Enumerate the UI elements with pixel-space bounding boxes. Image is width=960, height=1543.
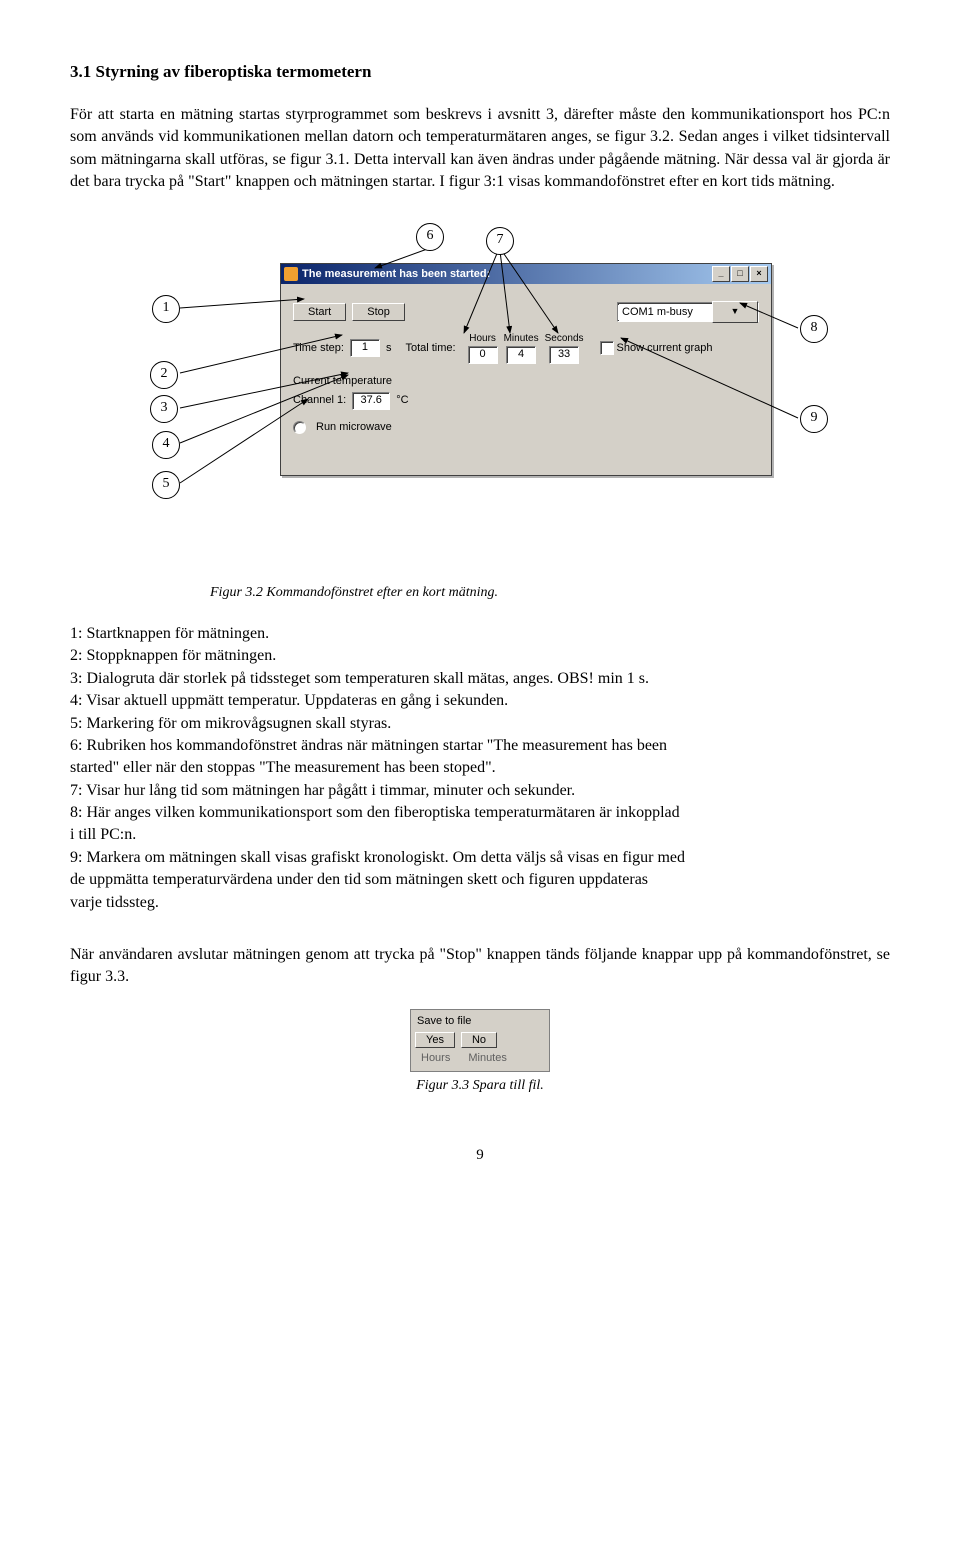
chevron-down-icon[interactable]: ▼ — [712, 301, 758, 323]
save-label: Save to file — [415, 1014, 545, 1029]
list-item: 5: Markering för om mikrovågsugnen skall… — [70, 713, 890, 735]
list-item: de uppmätta temperaturvärdena under den … — [70, 869, 890, 891]
minutes-label: Minutes — [504, 332, 539, 346]
figure-caption-1: Figur 3.2 Kommandofönstret efter en kort… — [210, 583, 890, 603]
save-hours-label: Hours — [421, 1051, 450, 1066]
runmicrowave-label: Run microwave — [316, 420, 392, 435]
app-window: The measurement has been started: _ □ × … — [280, 263, 772, 476]
start-button[interactable]: Start — [293, 303, 346, 321]
timestep-input[interactable]: 1 — [350, 339, 380, 357]
section-heading: 3.1 Styrning av fiberoptiska termometern — [70, 60, 890, 84]
list-item: 8: Här anges vilken kommunikationsport s… — [70, 802, 890, 824]
seconds-label: Seconds — [545, 332, 584, 346]
callout-7: 7 — [486, 227, 514, 255]
list-item: 4: Visar aktuell uppmätt temperatur. Upp… — [70, 690, 890, 712]
callout-8: 8 — [800, 315, 828, 343]
window-body: Start Stop COM1 m-busy ▼ Time step: 1 s … — [281, 284, 771, 475]
save-dialog: Save to file Yes No Hours Minutes — [410, 1009, 550, 1072]
comport-value: COM1 m-busy — [618, 305, 712, 320]
list-item: varje tidssteg. — [70, 892, 890, 914]
callout-1: 1 — [152, 295, 180, 323]
legend-list: 1: Startknappen för mätningen. 2: Stoppk… — [70, 623, 890, 914]
timestep-label: Time step: — [293, 341, 344, 356]
close-button[interactable]: × — [750, 266, 768, 282]
figure-caption-2: Figur 3.3 Spara till fil. — [70, 1076, 890, 1096]
callout-2: 2 — [150, 361, 178, 389]
list-item: started" eller när den stoppas "The meas… — [70, 757, 890, 779]
list-item: i till PC:n. — [70, 824, 890, 846]
window-buttons: _ □ × — [712, 266, 768, 282]
seconds-value: 33 — [549, 346, 579, 364]
curtemp-label: Current temperature — [293, 374, 392, 389]
titlebar: The measurement has been started: _ □ × — [281, 264, 771, 284]
list-item: 7: Visar hur lång tid som mätningen har … — [70, 780, 890, 802]
paragraph-2: När användaren avslutar mätningen genom … — [70, 944, 890, 989]
callout-6: 6 — [416, 223, 444, 251]
minimize-button[interactable]: _ — [712, 266, 730, 282]
save-minutes-label: Minutes — [468, 1051, 507, 1066]
hours-value: 0 — [468, 346, 498, 364]
channel-unit: °C — [396, 393, 408, 408]
showgraph-label: Show current graph — [617, 341, 713, 356]
no-button[interactable]: No — [461, 1032, 497, 1048]
window-title: The measurement has been started: — [302, 267, 490, 282]
paragraph-1: För att starta en mätning startas styrpr… — [70, 104, 890, 194]
runmicrowave-radio[interactable] — [293, 421, 306, 434]
comport-combo[interactable]: COM1 m-busy ▼ — [617, 302, 759, 322]
list-item: 6: Rubriken hos kommandofönstret ändras … — [70, 735, 890, 757]
callout-9: 9 — [800, 405, 828, 433]
channel-value: 37.6 — [352, 392, 390, 410]
callout-3: 3 — [150, 395, 178, 423]
list-item: 1: Startknappen för mätningen. — [70, 623, 890, 645]
callout-4: 4 — [152, 431, 180, 459]
totaltime-label: Total time: — [405, 341, 455, 356]
minutes-value: 4 — [506, 346, 536, 364]
callout-5: 5 — [152, 471, 180, 499]
list-item: 9: Markera om mätningen skall visas graf… — [70, 847, 890, 869]
stop-button[interactable]: Stop — [352, 303, 405, 321]
maximize-button[interactable]: □ — [731, 266, 749, 282]
yes-button[interactable]: Yes — [415, 1032, 455, 1048]
list-item: 3: Dialogruta där storlek på tidssteget … — [70, 668, 890, 690]
app-icon — [284, 267, 298, 281]
channel-label: Channel 1: — [293, 393, 346, 408]
page-number: 9 — [70, 1145, 890, 1166]
timestep-unit: s — [386, 341, 392, 356]
showgraph-checkbox[interactable] — [600, 341, 614, 355]
list-item: 2: Stoppknappen för mätningen. — [70, 645, 890, 667]
figure-diagram: 1 2 3 4 5 6 7 8 9 The measurement has be… — [120, 223, 840, 563]
hours-label: Hours — [469, 332, 496, 346]
